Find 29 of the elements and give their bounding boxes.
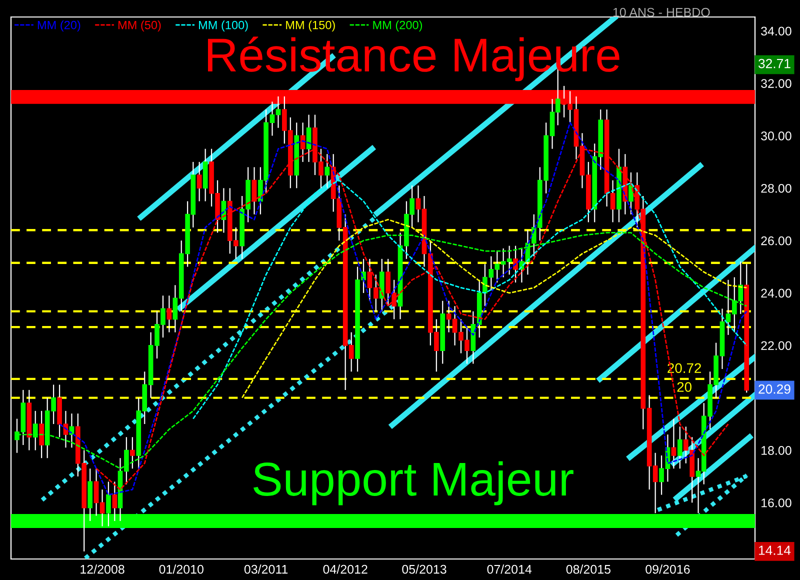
x-tick-label: 01/2010: [159, 564, 204, 574]
legend-label: MM (150): [286, 20, 335, 32]
chart-subtitle: 10 ANS - HEBDO: [613, 8, 710, 17]
ref-line-label: 20: [677, 382, 692, 392]
ref-line-label: Support Majeur: [253, 461, 574, 506]
x-tick-label: 09/2016: [646, 564, 690, 574]
y-tick-label: 30.00: [761, 132, 792, 140]
annotation: 14.14: [758, 546, 791, 555]
x-tick-label: 07/2014: [487, 564, 532, 574]
legend-label: MM (50): [118, 20, 161, 32]
y-tick-label: 34.00: [761, 26, 792, 36]
x-tick-label: 05/2013: [402, 564, 446, 574]
legend-label: MM (100): [199, 20, 248, 32]
legend-label: MM (20): [38, 20, 80, 32]
y-tick-label: 16.00: [762, 498, 792, 508]
legend-label: MM (200): [373, 20, 422, 32]
x-tick-label: 03/2011: [244, 564, 288, 574]
x-tick-label: 12/2008: [80, 564, 124, 574]
y-tick-label: 32.00: [761, 79, 792, 88]
ref-line-label: 20.72: [668, 363, 701, 374]
x-tick-label: 08/2015: [566, 564, 610, 574]
x-tick-label: 04/2012: [323, 564, 368, 574]
y-tick-label: 28.00: [761, 184, 792, 193]
annotation: 20.29: [758, 384, 790, 394]
y-tick-label: 22.00: [761, 341, 792, 350]
annotation: 32.71: [758, 58, 790, 68]
y-tick-label: 24.00: [761, 288, 792, 298]
y-tick-label: 18.00: [762, 446, 792, 455]
y-tick-label: 26.00: [761, 236, 792, 246]
